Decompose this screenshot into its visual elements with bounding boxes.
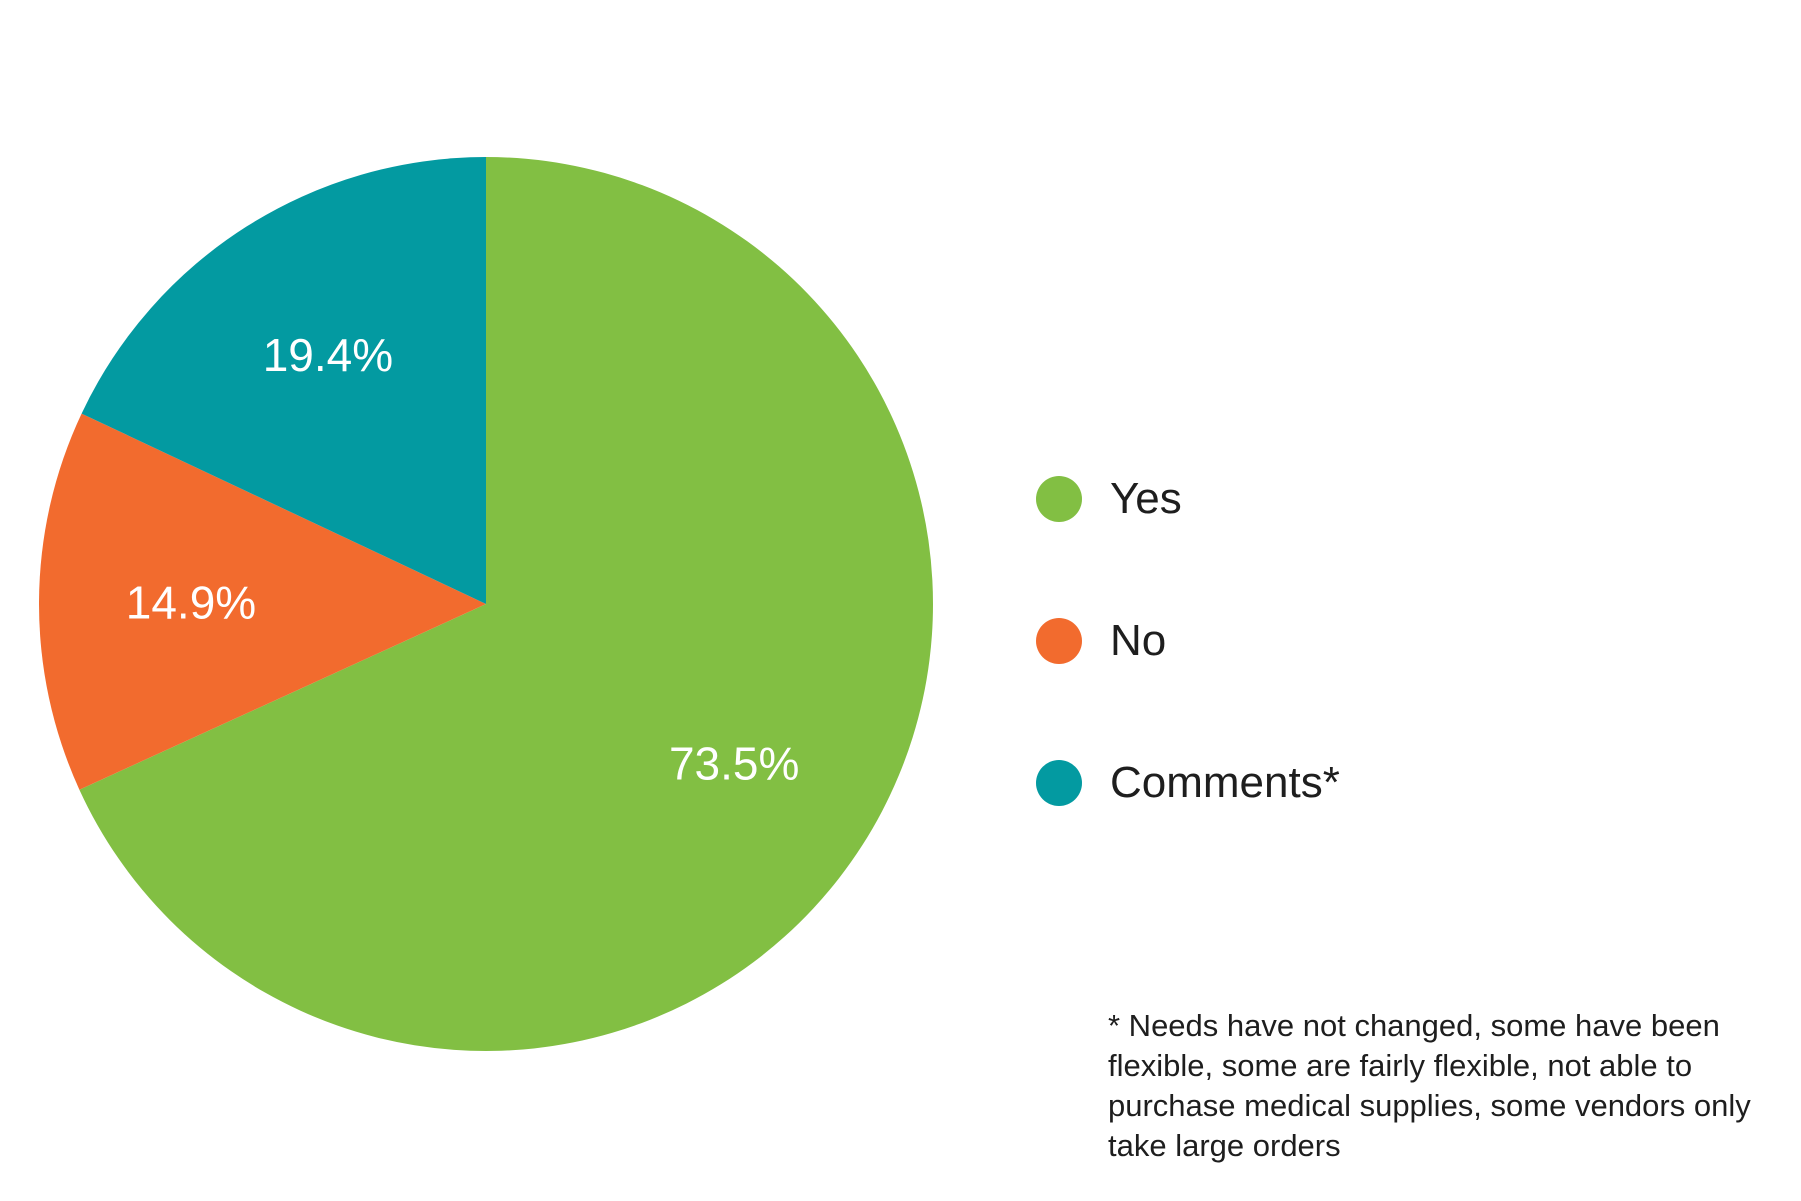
slice-label-no: 14.9% (126, 576, 256, 628)
legend-label-comments: Comments* (1110, 758, 1340, 807)
legend-item-no: No (1036, 570, 1636, 712)
legend-swatch-comments (1036, 760, 1082, 806)
legend-swatch-yes (1036, 476, 1082, 522)
pie-slice-comments (81, 157, 486, 604)
slice-label-yes: 73.5% (669, 737, 799, 789)
pie-slices (38, 157, 934, 1051)
chart-footnote: * Needs have not changed, some have been… (1108, 1008, 1751, 1163)
legend-item-comments: Comments* (1036, 712, 1636, 854)
slice-label-comments: 19.4% (263, 329, 393, 381)
pie-slice-labels: 73.5% 14.9% 19.4% (126, 329, 800, 790)
pie-slice-yes (79, 157, 934, 1051)
legend-swatch-no (1036, 618, 1082, 664)
chart-legend: Yes No Comments* (1036, 428, 1636, 854)
pie-slice-no (38, 413, 487, 790)
legend-label-yes: Yes (1110, 474, 1182, 523)
legend-item-yes: Yes (1036, 428, 1636, 570)
legend-label-no: No (1110, 616, 1167, 665)
